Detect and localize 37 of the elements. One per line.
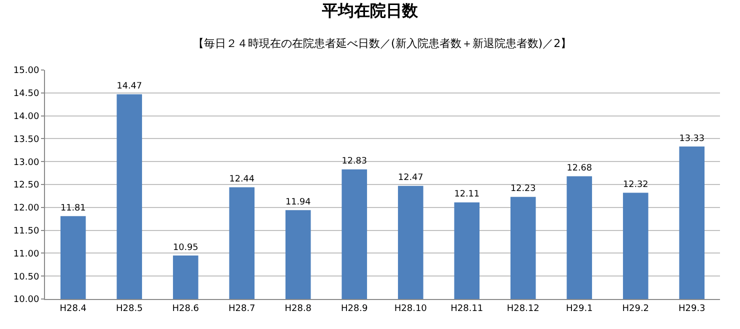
y-tick-label: 11.50 [13,226,40,236]
x-tick-label: H28.12 [506,304,540,314]
chart-title: 平均在院日数 [321,1,419,20]
x-tick-label: H29.2 [622,304,650,314]
x-tick-label: H28.6 [172,304,200,314]
x-tick-label: H29.1 [566,304,593,314]
data-label: 11.94 [285,198,312,208]
x-tick-label: H29.3 [678,304,706,314]
x-tick-label: H28.10 [394,304,428,314]
data-label: 12.47 [398,173,424,184]
x-tick-label: H28.11 [450,304,484,314]
data-label: 12.32 [622,180,648,190]
data-label: 13.33 [679,134,705,144]
x-tick-label: H28.8 [284,304,312,314]
y-tick-label: 11.00 [13,249,40,260]
y-tick-label: 10.00 [13,295,40,306]
x-tick-label: H28.4 [60,304,87,314]
x-tick-label: H28.7 [228,304,256,314]
data-label: 14.47 [116,82,142,92]
data-label: 11.81 [60,203,86,214]
y-tick-label: 13.50 [13,134,40,145]
y-tick-label: 13.00 [13,158,40,168]
y-tick-label: 15.00 [13,66,40,76]
data-label: 12.83 [342,156,368,167]
data-label: 12.68 [566,164,592,174]
x-tick-label: H28.9 [340,304,368,314]
y-tick-label: 14.00 [13,112,40,122]
data-label: 12.23 [510,184,536,194]
y-tick-label: 12.50 [13,180,40,191]
x-tick-label: H28.5 [116,304,143,314]
chart-subtitle: 【毎日２４時現在の在院患者延べ日数／(新入院患者数＋新退院患者数)／2】 [193,37,572,50]
data-label: 12.11 [454,190,480,200]
data-label: 12.44 [229,174,255,185]
data-label: 10.95 [172,242,198,253]
y-tick-label: 14.50 [13,89,40,100]
y-tick-label: 12.00 [13,204,40,214]
y-tick-label: 10.50 [13,272,40,282]
